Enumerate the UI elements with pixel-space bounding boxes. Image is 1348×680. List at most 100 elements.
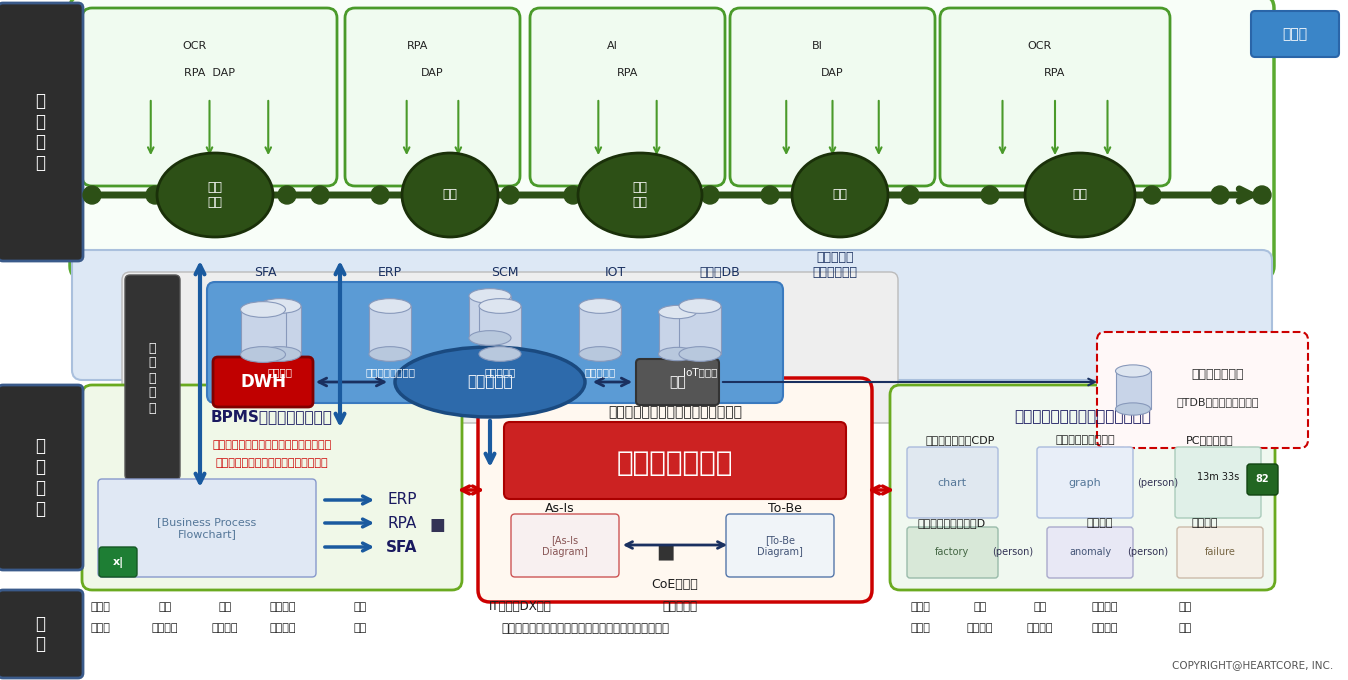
Ellipse shape bbox=[156, 153, 274, 237]
FancyBboxPatch shape bbox=[345, 8, 520, 186]
Text: RPA: RPA bbox=[617, 68, 638, 78]
Text: プロセスマイニング（分析・改善）: プロセスマイニング（分析・改善） bbox=[608, 405, 741, 419]
Text: 現
実
世
界: 現 実 世 界 bbox=[35, 92, 46, 172]
Ellipse shape bbox=[1116, 403, 1150, 415]
Text: ERP: ERP bbox=[387, 492, 417, 507]
Text: 生産: 生産 bbox=[353, 623, 367, 633]
Text: RPA  DAP: RPA DAP bbox=[183, 68, 235, 78]
Ellipse shape bbox=[1024, 153, 1135, 237]
Text: 13m 33s: 13m 33s bbox=[1197, 472, 1239, 482]
Text: [To-Be
Diagram]: [To-Be Diagram] bbox=[758, 535, 803, 557]
Text: デジタルマーケCDP: デジタルマーケCDP bbox=[925, 435, 995, 445]
Text: 属性データ: 属性データ bbox=[484, 367, 516, 377]
Circle shape bbox=[762, 186, 779, 204]
Ellipse shape bbox=[402, 153, 497, 237]
Text: OCR: OCR bbox=[182, 41, 206, 51]
Text: デジタルツイン: デジタルツイン bbox=[617, 449, 733, 477]
Text: データ活用例（現状把握可視化）: データ活用例（現状把握可視化） bbox=[1014, 409, 1151, 424]
Text: As-Is: As-Is bbox=[545, 502, 574, 515]
Ellipse shape bbox=[259, 347, 301, 361]
Text: インフラ・基盤維持管理・セキュリティ・ガバナンス: インフラ・基盤維持管理・セキュリティ・ガバナンス bbox=[501, 622, 669, 634]
Text: 各業務部門: 各業務部門 bbox=[662, 600, 697, 613]
Text: 商品開発: 商品開発 bbox=[1092, 623, 1119, 633]
Text: [As-Is
Diagram]: [As-Is Diagram] bbox=[542, 535, 588, 557]
Text: (person): (person) bbox=[1138, 478, 1178, 488]
Text: ■: ■ bbox=[429, 516, 445, 534]
Bar bbox=[469, 296, 511, 338]
Text: IT部門・DX部門: IT部門・DX部門 bbox=[488, 600, 551, 613]
Text: graph: graph bbox=[1069, 478, 1101, 488]
Text: 支払: 支払 bbox=[1073, 188, 1088, 201]
Text: リアルタイム可視化: リアルタイム可視化 bbox=[1055, 435, 1115, 445]
Ellipse shape bbox=[240, 302, 286, 318]
FancyBboxPatch shape bbox=[907, 447, 998, 518]
Text: マーケ: マーケ bbox=[910, 623, 930, 633]
Text: 研究解発: 研究解発 bbox=[1027, 623, 1053, 633]
Text: 研究解発: 研究解発 bbox=[212, 623, 239, 633]
Text: 既存データ
ウェアハウス: 既存データ ウェアハウス bbox=[813, 251, 857, 279]
Ellipse shape bbox=[469, 288, 511, 303]
Text: SFA: SFA bbox=[253, 265, 276, 279]
Ellipse shape bbox=[240, 347, 286, 362]
Circle shape bbox=[501, 186, 519, 204]
Text: トランザクション: トランザクション bbox=[365, 367, 415, 377]
Text: ERP: ERP bbox=[377, 265, 402, 279]
Text: IoTデータ: IoTデータ bbox=[683, 367, 717, 377]
FancyBboxPatch shape bbox=[70, 0, 1274, 278]
Ellipse shape bbox=[479, 299, 520, 313]
Bar bbox=[679, 306, 721, 354]
Ellipse shape bbox=[369, 299, 411, 313]
Circle shape bbox=[900, 186, 919, 204]
Text: デ
ー
タ
基
盤: デ ー タ 基 盤 bbox=[148, 341, 156, 415]
Circle shape bbox=[146, 186, 164, 204]
Ellipse shape bbox=[679, 299, 721, 313]
FancyBboxPatch shape bbox=[208, 282, 783, 403]
Text: SCM: SCM bbox=[491, 265, 519, 279]
FancyBboxPatch shape bbox=[504, 422, 847, 499]
FancyBboxPatch shape bbox=[940, 8, 1170, 186]
FancyBboxPatch shape bbox=[213, 357, 313, 407]
FancyBboxPatch shape bbox=[125, 275, 181, 480]
FancyBboxPatch shape bbox=[511, 514, 619, 577]
Text: 経営企画: 経営企画 bbox=[967, 623, 993, 633]
Text: 購買: 購買 bbox=[973, 602, 987, 612]
Ellipse shape bbox=[659, 305, 697, 319]
Text: To-Be: To-Be bbox=[768, 502, 802, 515]
Text: 入金: 入金 bbox=[833, 188, 848, 201]
Text: BI: BI bbox=[811, 41, 822, 51]
Text: 購買: 購買 bbox=[158, 602, 171, 612]
Bar bbox=[259, 306, 301, 354]
Text: 経理: 経理 bbox=[1178, 602, 1192, 612]
Text: 故障検知: 故障検知 bbox=[1192, 518, 1219, 528]
Text: factory: factory bbox=[936, 547, 969, 557]
FancyBboxPatch shape bbox=[1177, 527, 1263, 578]
FancyBboxPatch shape bbox=[530, 8, 725, 186]
Text: CoEチーム: CoEチーム bbox=[651, 579, 698, 592]
Circle shape bbox=[563, 186, 582, 204]
Bar bbox=[369, 306, 411, 354]
Circle shape bbox=[1211, 186, 1229, 204]
Ellipse shape bbox=[793, 153, 888, 237]
Text: (person): (person) bbox=[992, 547, 1034, 557]
Ellipse shape bbox=[259, 299, 301, 313]
Text: 外部: 外部 bbox=[669, 375, 686, 389]
Text: （TDB、ツイターなど）: （TDB、ツイターなど） bbox=[1177, 397, 1259, 407]
Text: 研究解発: 研究解発 bbox=[270, 602, 297, 612]
Circle shape bbox=[278, 186, 297, 204]
Ellipse shape bbox=[369, 347, 411, 361]
Text: AI: AI bbox=[607, 41, 617, 51]
Circle shape bbox=[1143, 186, 1161, 204]
Text: SFA: SFA bbox=[387, 539, 418, 554]
Text: 営業
受注: 営業 受注 bbox=[208, 181, 222, 209]
Ellipse shape bbox=[679, 347, 721, 361]
Ellipse shape bbox=[395, 347, 585, 417]
Text: 基幹システム・業務アプリケーションを: 基幹システム・業務アプリケーションを bbox=[213, 440, 332, 450]
FancyBboxPatch shape bbox=[82, 8, 337, 186]
Ellipse shape bbox=[659, 347, 697, 360]
Text: chart: chart bbox=[937, 478, 967, 488]
Text: PC操作可視化: PC操作可視化 bbox=[1186, 435, 1233, 445]
FancyBboxPatch shape bbox=[1251, 11, 1339, 57]
Text: タスク: タスク bbox=[1282, 27, 1308, 41]
Text: ジャーナル: ジャーナル bbox=[585, 367, 616, 377]
Bar bbox=[240, 309, 286, 354]
